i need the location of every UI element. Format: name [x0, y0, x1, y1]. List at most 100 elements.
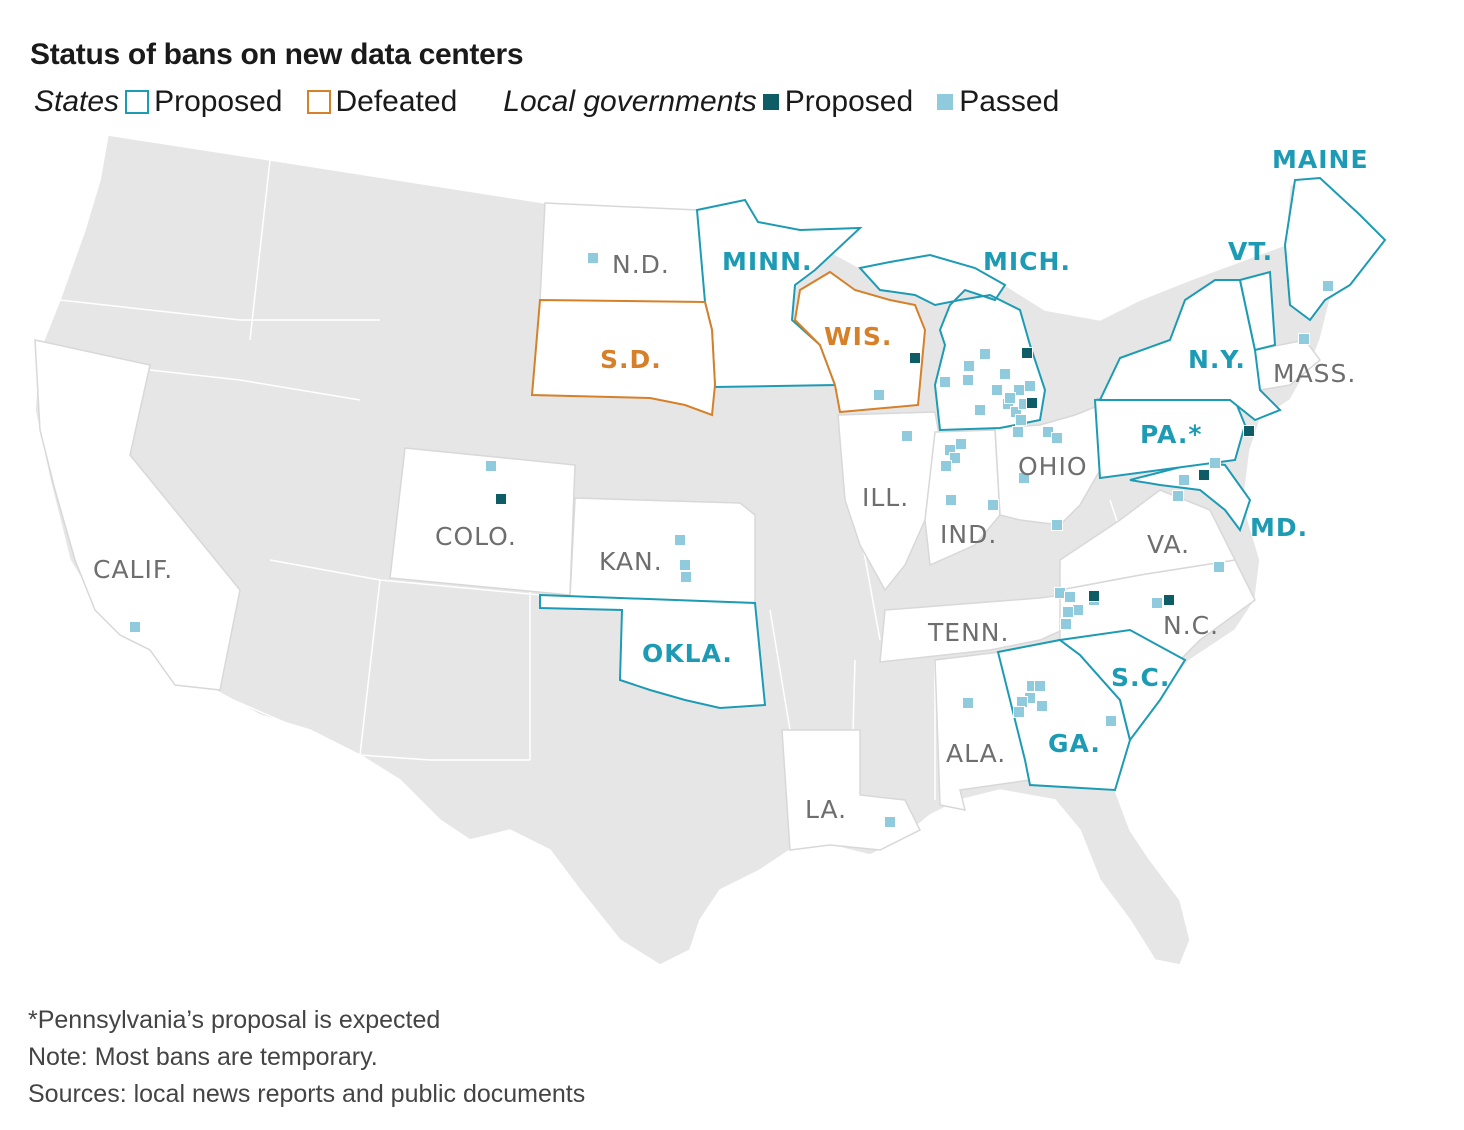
legend-state-proposed: Proposed	[125, 85, 283, 119]
local-passed-marker	[1322, 280, 1334, 292]
label-ala: ALA.	[946, 739, 1006, 768]
label-ill: ILL.	[862, 483, 909, 512]
local-passed-marker	[1051, 519, 1063, 531]
state-labels: CALIF. COLO. KAN. N.D. S.D. MINN. WIS. M…	[93, 145, 1369, 824]
label-kan: KAN.	[599, 547, 663, 576]
local-passed-marker	[485, 460, 497, 472]
local-passed-marker	[1064, 591, 1076, 603]
local-passed-marker	[1016, 696, 1028, 708]
local-proposed-marker	[1021, 347, 1033, 359]
local-passed-marker	[679, 559, 691, 571]
legend-local-passed-label: Passed	[959, 85, 1060, 118]
local-passed-marker	[1012, 426, 1024, 438]
label-ohio: OHIO	[1018, 452, 1088, 481]
legend: States Proposed Defeated Local governmen…	[34, 82, 1083, 122]
local-passed-marker	[884, 816, 896, 828]
local-passed-marker	[1151, 597, 1163, 609]
label-calif: CALIF.	[93, 555, 173, 584]
label-md: MD.	[1250, 513, 1308, 542]
state-sc	[1057, 628, 1187, 743]
state-kan	[569, 497, 756, 604]
local-passed-marker	[949, 452, 961, 464]
local-proposed-marker	[1026, 397, 1038, 409]
state-maine	[1283, 176, 1387, 322]
us-map: CALIF. COLO. KAN. N.D. S.D. MINN. WIS. M…	[34, 134, 1387, 966]
local-proposed-marker	[1243, 425, 1255, 437]
local-passed-marker	[979, 348, 991, 360]
local-passed-marker	[940, 460, 952, 472]
local-passed-marker	[962, 374, 974, 386]
local-passed-marker	[587, 252, 599, 264]
local-passed-marker	[945, 494, 957, 506]
legend-state-defeated: Defeated	[306, 85, 458, 119]
label-maine: MAINE	[1272, 145, 1369, 174]
local-passed-marker	[939, 376, 951, 388]
blue-outline-swatch-icon	[125, 90, 150, 114]
orange-outline-swatch-icon	[306, 90, 331, 114]
legend-local-label: Local governments	[503, 85, 757, 118]
local-passed-marker	[901, 430, 913, 442]
local-passed-marker	[873, 389, 885, 401]
local-passed-marker	[1004, 392, 1016, 404]
label-vt: VT.	[1228, 237, 1273, 266]
local-passed-marker	[1105, 715, 1117, 727]
asterisk-note: *Pennsylvania’s proposal is expected	[28, 1006, 441, 1034]
local-passed-marker	[1024, 380, 1036, 392]
state-okla	[539, 593, 767, 710]
state-sd	[530, 298, 717, 417]
legend-state-proposed-label: Proposed	[154, 85, 283, 118]
label-tenn: TENN.	[927, 618, 1009, 647]
local-passed-marker	[674, 534, 686, 546]
label-ny: N.Y.	[1188, 345, 1246, 374]
local-passed-marker	[680, 571, 692, 583]
label-nc: N.C.	[1163, 611, 1219, 640]
label-la: LA.	[805, 795, 847, 824]
local-passed-marker	[1172, 490, 1184, 502]
legend-state-defeated-label: Defeated	[335, 85, 458, 118]
local-passed-marker	[1054, 587, 1066, 599]
label-mich: MICH.	[983, 247, 1071, 276]
local-passed-marker	[1178, 474, 1190, 486]
local-markers	[129, 252, 1334, 828]
label-sd: S.D.	[600, 345, 662, 374]
state-vt	[1238, 270, 1277, 352]
local-passed-marker	[1034, 680, 1046, 692]
sources-note: Sources: local news reports and public d…	[28, 1080, 586, 1108]
state-ny	[1098, 279, 1282, 422]
light-square-icon	[937, 94, 954, 110]
chart-title: Status of bans on new data centers	[30, 38, 524, 71]
label-va: VA.	[1147, 530, 1190, 559]
local-passed-marker	[955, 438, 967, 450]
label-pa: PA.*	[1140, 420, 1202, 449]
local-passed-marker	[991, 384, 1003, 396]
state-wis	[793, 270, 927, 414]
footnotes: *Pennsylvania’s proposal is expected Not…	[28, 1002, 585, 1113]
legend-local-proposed-label: Proposed	[784, 85, 914, 118]
general-note: Note: Most bans are temporary.	[28, 1043, 378, 1071]
local-passed-marker	[1051, 432, 1063, 444]
local-passed-marker	[1060, 618, 1072, 630]
local-passed-marker	[1062, 606, 1074, 618]
label-minn: MINN.	[722, 247, 813, 276]
local-passed-marker	[1013, 706, 1025, 718]
local-passed-marker	[963, 360, 975, 372]
local-passed-marker	[1213, 561, 1225, 573]
local-passed-marker	[1036, 700, 1048, 712]
label-nd: N.D.	[612, 250, 670, 279]
local-passed-marker	[129, 621, 141, 633]
local-passed-marker	[974, 404, 986, 416]
local-passed-marker	[999, 368, 1011, 380]
label-wis: WIS.	[824, 322, 892, 351]
label-ind: IND.	[940, 520, 997, 549]
legend-states-label: States	[34, 85, 120, 118]
label-okla: OKLA.	[642, 639, 733, 668]
local-passed-marker	[962, 697, 974, 709]
local-proposed-marker	[909, 352, 921, 364]
local-proposed-marker	[1198, 469, 1210, 481]
label-ga: GA.	[1048, 729, 1101, 758]
local-proposed-marker	[495, 493, 507, 505]
dark-square-icon	[762, 94, 779, 110]
legend-local-passed: Passed	[937, 85, 1059, 119]
local-passed-marker	[1209, 457, 1221, 469]
defeated-states	[530, 270, 927, 417]
